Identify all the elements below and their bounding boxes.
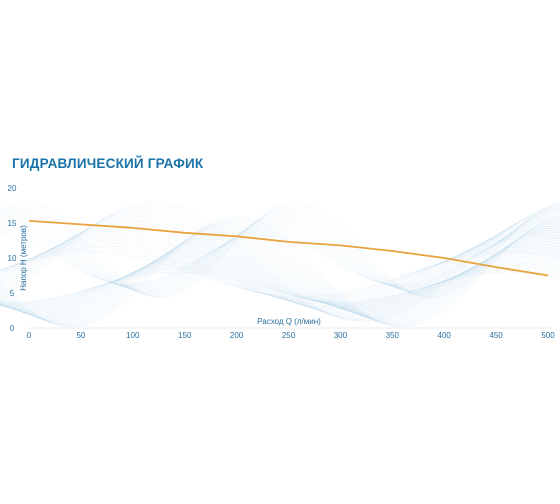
background-wave-line	[0, 215, 560, 293]
background-wave-line	[0, 260, 560, 308]
background-wave-line	[0, 213, 560, 294]
y-axis-label: Напор H (метров)	[19, 225, 28, 291]
background-wave-line	[0, 227, 560, 323]
x-tick-label: 400	[438, 331, 452, 340]
y-tick-labels: 0 5 10 15 20	[8, 184, 17, 333]
x-tick-label: 300	[334, 331, 348, 340]
background-wave-line	[0, 211, 560, 295]
background-wave-line	[0, 228, 560, 309]
x-tick-label: 100	[126, 331, 140, 340]
background-wave-line	[0, 258, 560, 309]
background-wave-pattern	[0, 201, 560, 328]
background-wave-line	[0, 209, 560, 296]
background-wave-line	[0, 223, 560, 325]
background-wave-line	[0, 232, 560, 321]
background-wave-line	[0, 221, 560, 291]
background-wave-line	[0, 201, 560, 299]
background-wave-line	[0, 254, 560, 311]
background-wave-line	[0, 217, 560, 292]
y-tick-label: 15	[8, 219, 17, 228]
background-wave-line	[0, 235, 560, 285]
background-wave-line	[0, 249, 560, 313]
background-wave-line	[0, 223, 560, 312]
background-wave-line	[0, 233, 560, 286]
x-tick-label: 450	[489, 331, 503, 340]
background-wave-line	[0, 225, 560, 324]
x-tick-label: 200	[230, 331, 244, 340]
background-wave-line	[0, 265, 560, 306]
background-wave-line	[0, 247, 560, 314]
background-wave-line	[0, 230, 560, 308]
background-wave-line	[0, 229, 560, 322]
chart-title: Гидравлический график	[12, 156, 204, 171]
background-wave-line	[0, 267, 560, 305]
background-wave-line	[0, 231, 560, 287]
background-wave-line	[0, 243, 560, 316]
background-wave-line	[0, 219, 560, 327]
background-wave-line	[0, 232, 560, 307]
background-wave-line	[0, 271, 560, 303]
background-wave-line	[0, 242, 560, 302]
background-wave-line	[0, 244, 560, 301]
series-lines	[28, 220, 549, 277]
x-tick-labels: 0 50 100 150 200 250 300 350 400 450 500	[27, 331, 555, 340]
background-wave-line	[0, 219, 560, 292]
background-wave-line	[0, 236, 560, 319]
x-tick-label: 0	[27, 331, 32, 340]
y-tick-label: 20	[8, 184, 17, 193]
background-wave-line	[0, 218, 560, 314]
background-wave-line	[0, 262, 560, 307]
y-tick-label: 0	[10, 324, 15, 333]
background-wave-line	[0, 256, 560, 310]
background-wave-line	[0, 216, 560, 328]
x-tick-label: 350	[386, 331, 400, 340]
background-wave-line	[0, 245, 560, 315]
x-tick-label: 500	[541, 331, 555, 340]
background-wave-line	[0, 247, 560, 300]
y-tick-label: 5	[10, 289, 15, 298]
series-line	[28, 220, 549, 277]
background-wave-line	[0, 269, 560, 304]
background-wave-line	[0, 225, 560, 289]
background-wave-line	[0, 241, 560, 317]
background-wave-line	[0, 225, 560, 311]
x-axis-label: Расход Q (л/мин)	[257, 317, 321, 326]
background-wave-line	[0, 237, 560, 305]
background-wave-line	[0, 216, 560, 316]
background-wave-line	[0, 249, 560, 299]
background-wave-line	[0, 207, 560, 296]
x-tick-label: 50	[76, 331, 85, 340]
background-wave-line	[0, 203, 560, 298]
background-wave-line	[0, 205, 560, 297]
background-wave-line	[0, 235, 560, 306]
background-wave-line	[0, 251, 560, 312]
background-wave-line	[0, 234, 560, 320]
x-tick-label: 150	[178, 331, 192, 340]
background-wave-line	[0, 252, 560, 298]
y-tick-label: 10	[8, 254, 17, 263]
background-wave-line	[0, 223, 560, 290]
background-wave-line	[0, 240, 560, 304]
x-tick-label: 250	[282, 331, 296, 340]
background-wave-line	[0, 220, 560, 313]
background-wave-line	[0, 238, 560, 318]
